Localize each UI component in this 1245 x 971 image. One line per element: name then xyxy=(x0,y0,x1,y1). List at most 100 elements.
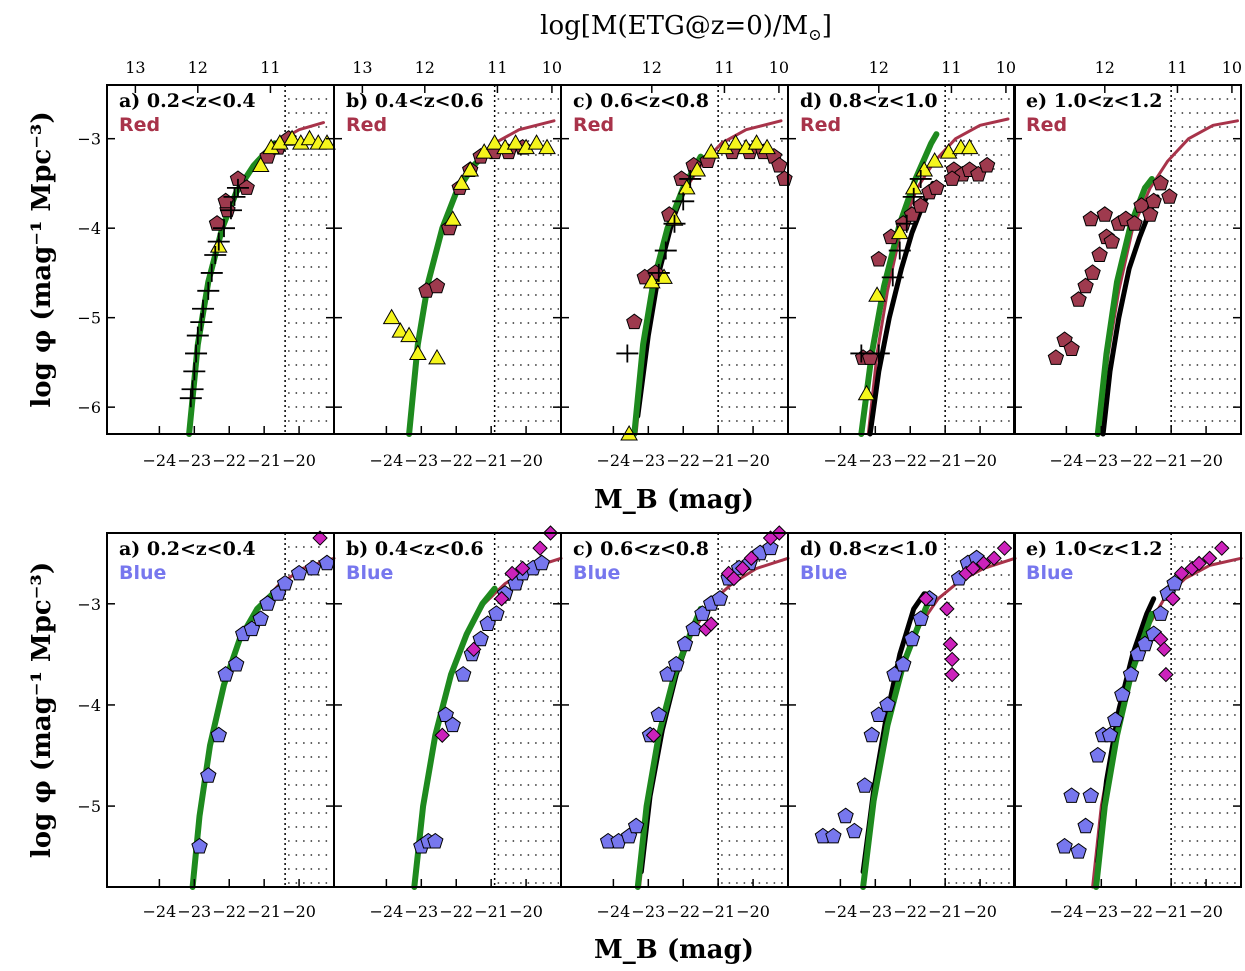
y-tick-label: −4 xyxy=(77,696,101,715)
x-tick-label: −23 xyxy=(1084,451,1118,470)
data-point-blue-pentagon xyxy=(856,777,873,793)
data-point-yellow-triangle xyxy=(251,156,270,173)
y-tick-label: −5 xyxy=(77,797,101,816)
x-tick-label: −23 xyxy=(404,902,438,921)
data-point-blue-pentagon xyxy=(762,539,779,556)
x-tick-label: −23 xyxy=(631,902,665,921)
data-point-red-pentagon xyxy=(1103,232,1120,249)
top-tick-label: 12 xyxy=(1095,58,1115,77)
data-point-magenta-diamond xyxy=(975,555,992,572)
x-tick-label: −20 xyxy=(509,451,543,470)
panel-frame xyxy=(560,532,789,888)
data-point-blue-pentagon xyxy=(676,635,694,652)
data-point-blue-pentagon xyxy=(1077,817,1094,834)
panel-sample-label: Blue xyxy=(800,562,847,584)
data-point-yellow-triangle xyxy=(485,134,504,150)
data-point-yellow-triangle xyxy=(391,322,410,338)
top-tick-label: 11 xyxy=(260,58,280,77)
data-point-black-cross xyxy=(190,313,213,332)
fit-curve-green xyxy=(1093,610,1155,890)
data-point-yellow-triangle xyxy=(300,129,319,146)
x-tick-label: −20 xyxy=(509,902,543,921)
data-point-magenta-diamond xyxy=(918,591,934,607)
data-point-blue-pentagon xyxy=(252,610,269,626)
data-point-black-cross xyxy=(226,178,249,197)
x-tick-label: −21 xyxy=(1154,451,1188,470)
data-point-red-pentagon xyxy=(626,313,643,330)
data-point-red-pentagon xyxy=(776,170,793,186)
data-point-blue-pentagon xyxy=(1089,746,1106,763)
fit-curve-green xyxy=(1094,176,1155,437)
y-tick-label: −6 xyxy=(77,398,101,417)
x-tick-label: −20 xyxy=(1189,902,1223,921)
data-point-magenta-diamond xyxy=(1214,540,1230,556)
x-axis-label-top: M_B (mag) xyxy=(594,485,754,515)
data-point-blue-pentagon xyxy=(444,716,461,733)
data-point-blue-pentagon xyxy=(846,822,863,839)
x-axis-label-bottom: M_B (mag) xyxy=(594,935,754,965)
top-tick-label: 10 xyxy=(996,58,1016,77)
data-point-yellow-triangle xyxy=(538,138,556,155)
data-point-blue-pentagon xyxy=(210,726,227,743)
data-point-yellow-triangle xyxy=(428,348,446,365)
data-point-magenta-diamond xyxy=(944,666,960,683)
data-point-yellow-triangle xyxy=(868,286,886,302)
data-point-black-cross xyxy=(895,214,918,233)
data-point-yellow-triangle xyxy=(318,134,336,150)
data-point-magenta-diamond xyxy=(939,601,955,617)
top-tick-label: 10 xyxy=(542,58,562,77)
data-point-magenta-diamond xyxy=(504,565,520,582)
x-tick-label: −22 xyxy=(1119,451,1153,470)
x-tick-label: −23 xyxy=(858,451,892,470)
data-point-yellow-triangle xyxy=(655,268,673,284)
panel-frame xyxy=(1013,532,1242,888)
x-tick-label: −21 xyxy=(701,902,735,921)
data-point-yellow-triangle xyxy=(271,134,289,150)
data-point-yellow-triangle xyxy=(506,134,525,150)
data-point-blue-pentagon xyxy=(427,832,444,849)
data-point-red-pentagon xyxy=(1047,349,1065,365)
data-point-blue-pentagon xyxy=(200,767,217,783)
fit-curve-black xyxy=(638,611,702,875)
data-point-magenta-diamond xyxy=(743,550,760,566)
x-tick-label: −23 xyxy=(177,902,211,921)
data-point-yellow-triangle xyxy=(452,174,471,190)
data-point-blue-pentagon xyxy=(627,817,645,834)
data-point-magenta-diamond xyxy=(734,560,751,577)
data-point-red-pentagon xyxy=(1161,188,1178,204)
data-point-yellow-triangle xyxy=(890,223,909,240)
data-point-black-cross xyxy=(888,241,911,260)
data-point-black-cross xyxy=(200,263,223,282)
data-point-black-cross xyxy=(679,169,702,188)
data-point-black-cross xyxy=(186,326,209,345)
x-tick-label: −21 xyxy=(247,451,281,470)
x-tick-label: −21 xyxy=(1154,902,1188,921)
data-point-magenta-diamond xyxy=(312,530,328,546)
data-point-yellow-triangle xyxy=(925,152,944,168)
data-point-blue-pentagon xyxy=(1056,837,1073,854)
data-point-magenta-diamond xyxy=(1191,555,1207,572)
top-tick-label: 11 xyxy=(1167,58,1187,77)
data-point-black-cross xyxy=(616,344,639,363)
x-tick-label: −24 xyxy=(1050,902,1084,921)
data-point-yellow-triangle xyxy=(857,384,876,401)
data-point-black-cross xyxy=(185,344,208,363)
data-point-red-pentagon xyxy=(1077,277,1094,294)
data-point-blue-pentagon xyxy=(1063,787,1080,803)
data-point-black-cross xyxy=(204,246,227,265)
data-point-black-cross xyxy=(179,389,202,408)
data-point-blue-pentagon xyxy=(1107,711,1124,728)
data-point-yellow-triangle xyxy=(283,129,301,146)
data-point-black-cross xyxy=(867,344,890,363)
data-point-red-pentagon xyxy=(771,156,788,173)
top-tick-label: 13 xyxy=(125,58,145,77)
x-tick-label: −22 xyxy=(1119,902,1153,921)
data-point-black-cross xyxy=(207,232,230,251)
data-point-blue-pentagon xyxy=(304,559,322,576)
data-point-yellow-triangle xyxy=(758,138,776,155)
data-point-magenta-diamond xyxy=(532,540,548,556)
x-tick-label: −24 xyxy=(143,902,177,921)
x-tick-label: −22 xyxy=(893,902,927,921)
